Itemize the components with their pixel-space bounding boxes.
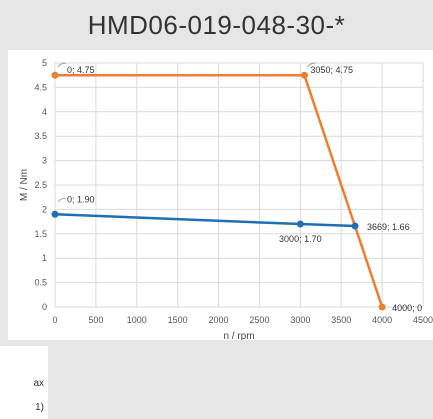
x-tick-label: 4000 [372, 315, 392, 325]
x-tick-label: 2000 [209, 315, 229, 325]
x-tick-label: 3500 [331, 315, 351, 325]
data-label: 0; 4.75 [67, 65, 95, 75]
leader-line [307, 62, 316, 68]
data-point [378, 303, 386, 311]
data-point [51, 210, 59, 218]
y-tick-label: 0.5 [34, 278, 47, 288]
x-tick-label: 1000 [127, 315, 147, 325]
x-tick-label: 0 [52, 315, 57, 325]
data-label: 0; 1.90 [67, 194, 95, 204]
data-point [296, 220, 304, 228]
x-tick-label: 500 [88, 315, 103, 325]
y-tick-label: 4 [42, 107, 47, 117]
y-tick-label: 3.5 [34, 131, 47, 141]
data-point [300, 71, 308, 79]
y-tick-label: 2.5 [34, 180, 47, 190]
y-tick-label: 1.5 [34, 229, 47, 239]
y-tick-label: 3 [42, 156, 47, 166]
y-tick-label: 0 [42, 302, 47, 312]
legend-fragment-line-2: 1) [35, 402, 44, 413]
y-axis-title: M / Nm [19, 169, 30, 201]
y-tick-label: 1 [42, 253, 47, 263]
leader-line [57, 62, 67, 68]
x-tick-label: 4500 [413, 315, 433, 325]
data-label: 3050; 4.75 [310, 65, 353, 75]
x-tick-label: 2500 [249, 315, 269, 325]
y-tick-label: 5 [42, 58, 47, 68]
data-label: 3669; 1.66 [367, 222, 410, 232]
series-line-2 [54, 213, 356, 228]
title-band: HMD06-019-048-30-* [0, 0, 433, 50]
leader-line [57, 197, 67, 203]
data-point [351, 222, 359, 230]
x-axis-title: n / rpm [223, 331, 254, 340]
data-point [51, 71, 59, 79]
x-tick-label: 3000 [290, 315, 310, 325]
data-label: 3000; 1.70 [279, 234, 322, 244]
x-tick-label: 1500 [168, 315, 188, 325]
data-label: 4000; 0 [392, 303, 422, 313]
legend-fragment-line-1: ax [33, 378, 44, 389]
y-tick-label: 4.5 [34, 82, 47, 92]
legend-fragment: ax 1) [0, 346, 48, 419]
chart-title: HMD06-019-048-30-* [87, 10, 346, 40]
chart-svg: 0 0.5 1 1.5 2 2.5 3 3.5 4 4.5 5 0 500 1000 1500 2000 250… [19, 58, 433, 340]
y-tick-label: 2 [42, 204, 47, 214]
plot-area: 0 0.5 1 1.5 2 2.5 3 3.5 4 4.5 5 0 500 1000 1500 2000 250… [8, 50, 433, 340]
